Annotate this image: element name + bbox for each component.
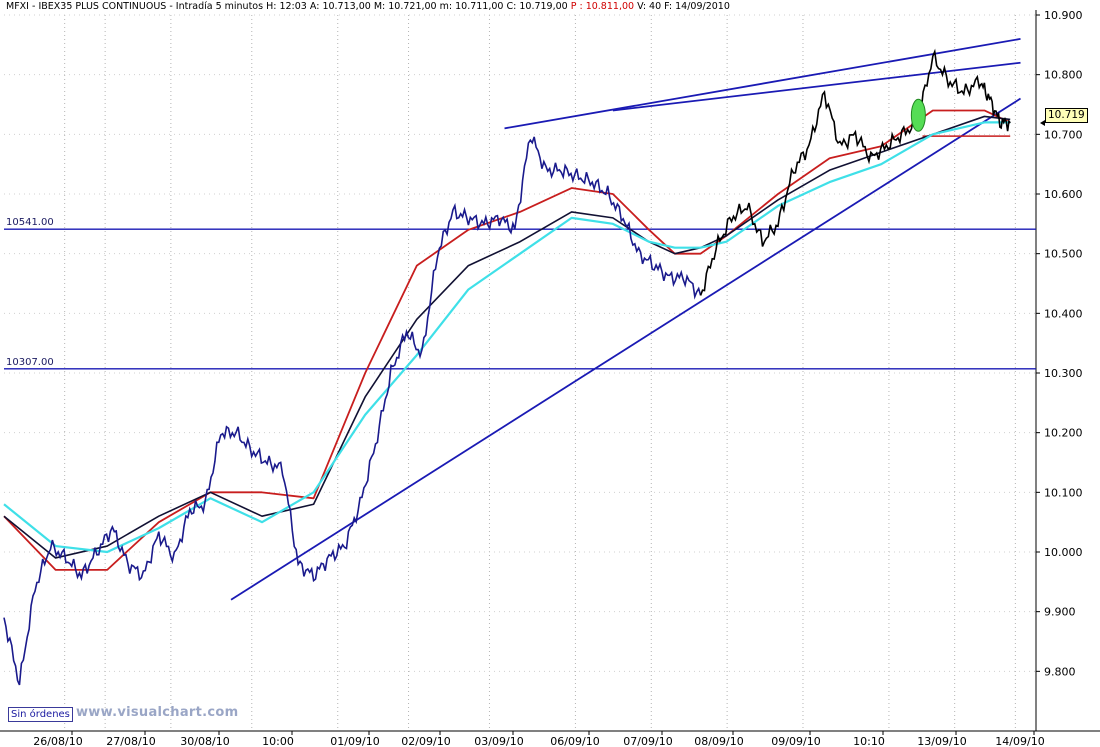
level-label: 10541.00 [6,217,54,228]
x-tick-label: 09/09/10 [771,735,820,747]
chart-header: MFXI - IBEX35 PLUS CONTINUOUS - Intradía… [6,1,730,12]
x-tick-label: 03/09/10 [474,735,523,747]
y-tick-label: 10.100 [1044,486,1083,499]
y-tick-label: 10.600 [1044,188,1083,201]
y-tick-label: 10.000 [1044,546,1083,559]
price-line-1 [3,136,702,686]
header-symbol: MFXI [6,1,29,12]
y-tick-label: 10.800 [1044,69,1083,82]
header-a: A: 10.713,00 [309,1,371,12]
x-tick-label: 02/09/10 [401,735,450,747]
header-h: H: 12:03 [266,1,307,12]
y-tick-label: 10.500 [1044,248,1083,261]
trendline [612,61,1021,112]
trendline [504,37,1021,130]
moving-average-black [3,115,1011,559]
x-tick-label: 26/08/10 [33,735,82,747]
y-tick-label: 10.400 [1044,307,1083,320]
x-tick-label: 10:10 [853,735,885,747]
x-tick-label: 30/08/10 [180,735,229,747]
price-line-2 [699,48,1011,296]
header-f: F: 14/09/2010 [664,1,730,12]
trendline [230,97,1022,601]
y-tick-label: 10.300 [1044,367,1083,380]
x-tick-label: 01/09/10 [330,735,379,747]
header-period: Intradía 5 minutos [175,1,264,12]
header-v: V: 40 [637,1,662,12]
header-m: M: 10.721,00 [373,1,437,12]
y-tick-label: 10.900 [1044,9,1083,22]
header-c: C: 10.719,00 [506,1,568,12]
x-tick-label: 06/09/10 [550,735,599,747]
x-tick-label: 13/09/10 [917,735,966,747]
y-tick-label: 9.900 [1044,606,1076,619]
highlight-ellipse [910,98,926,132]
x-tick-label: 10:00 [262,735,294,747]
orders-status-button[interactable]: Sin órdenes [8,707,73,722]
level-label: 10307.00 [6,357,54,368]
y-tick-label: 10.200 [1044,427,1083,440]
y-tick-label: 9.800 [1044,665,1076,678]
x-tick-label: 14/09/10 [995,735,1044,747]
moving-average-red [3,109,1011,571]
y-tick-label: 10.700 [1044,128,1083,141]
watermark: www.visualchart.com [76,705,239,720]
moving-average-cyan [3,121,1011,554]
header-min: m: 10.711,00 [439,1,504,12]
last-price-tag: 10.719 [1045,108,1088,123]
header-instrument: IBEX35 PLUS CONTINUOUS [38,1,167,12]
x-tick-label: 07/09/10 [623,735,672,747]
price-pointer [1040,119,1045,126]
x-tick-label: 08/09/10 [694,735,743,747]
x-tick-label: 27/08/10 [106,735,155,747]
header-p: P : 10.811,00 [570,1,635,12]
